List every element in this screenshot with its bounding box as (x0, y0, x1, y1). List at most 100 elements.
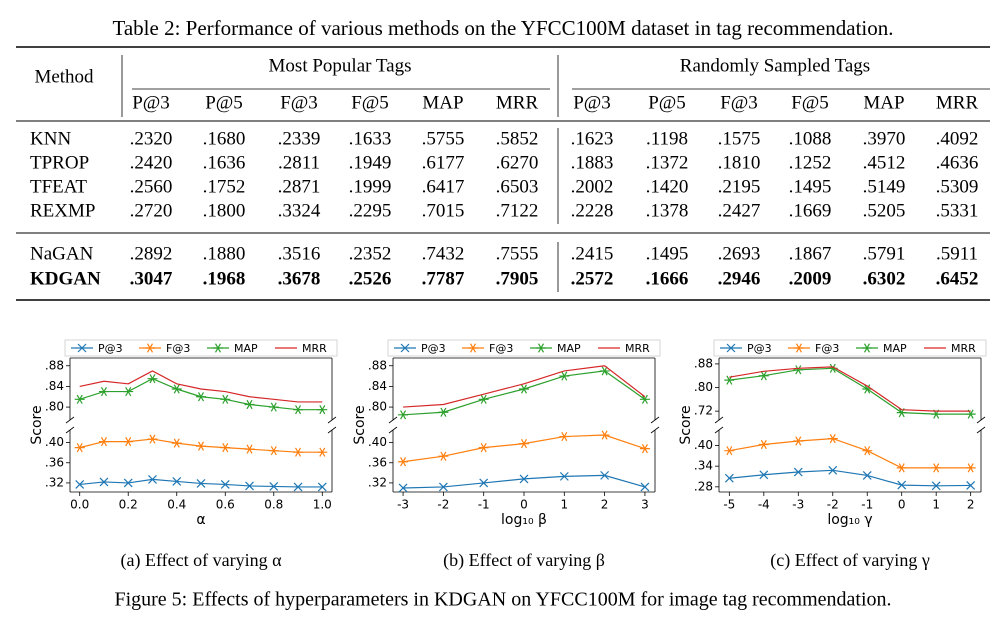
series-line (729, 469, 971, 487)
value-cell: .5331 (936, 200, 979, 221)
value-cell: .2693 (718, 243, 761, 264)
data-point (293, 482, 303, 492)
value-cell: .5791 (863, 243, 906, 264)
value-cell: .5309 (936, 176, 979, 197)
value-cell: .5852 (496, 128, 539, 149)
data-point (599, 430, 610, 440)
method-cell: REXMP (30, 200, 95, 221)
y-tick-label: .36 (368, 455, 387, 469)
legend-label: P@3 (98, 342, 123, 355)
value-cell: .1867 (789, 243, 832, 264)
value-cell: .2946 (718, 268, 761, 289)
legend-label: MAP (557, 342, 581, 355)
legend-label: MRR (302, 342, 327, 355)
series-line (729, 367, 971, 415)
value-cell: .2320 (130, 128, 173, 149)
x-tick-label: -4 (758, 498, 770, 512)
value-cell: .7122 (496, 200, 539, 221)
figure-caption: Figure 5: Effects of hyperparameters in … (114, 589, 891, 611)
x-axis-label: log₁₀ β (501, 512, 547, 528)
data-point (600, 470, 610, 480)
value-cell: .2002 (571, 176, 614, 197)
value-cell: .5911 (936, 243, 978, 264)
data-point (196, 479, 206, 488)
subcaption: (c) Effect of varying γ (770, 550, 930, 571)
method-cell: KDGAN (30, 268, 101, 289)
y-tick-label: .32 (368, 475, 387, 489)
table-caption: Table 2: Performance of various methods … (113, 16, 894, 40)
data-point (793, 467, 803, 477)
column-header: MRR (936, 92, 979, 113)
y-tick-label: .40 (45, 435, 64, 449)
x-axis-label: α (196, 512, 205, 528)
legend-label: F@3 (815, 342, 839, 355)
value-cell: .6302 (863, 268, 906, 289)
legend-label: P@3 (747, 342, 772, 355)
x-tick-label: 0 (520, 498, 528, 512)
data-point (896, 463, 907, 473)
value-cell: .5205 (863, 200, 906, 221)
data-point (759, 470, 769, 480)
legend-marker (862, 343, 872, 353)
data-point (123, 436, 134, 447)
column-header: MAP (863, 92, 904, 113)
value-cell: .2009 (789, 268, 832, 289)
value-cell: .2295 (349, 200, 392, 221)
data-point (98, 386, 109, 397)
data-point (196, 441, 206, 451)
y-tick-label: .88 (45, 358, 64, 372)
data-point (758, 439, 769, 450)
data-point (171, 384, 182, 394)
value-cell: .7555 (496, 243, 539, 264)
x-tick-label: 1 (560, 498, 568, 512)
y-tick-label: .32 (45, 475, 64, 489)
data-point (172, 476, 182, 486)
data-point (931, 463, 942, 473)
legend-label: MRR (625, 342, 650, 355)
value-cell: .1198 (646, 128, 688, 149)
legend-label: MAP (883, 342, 907, 355)
method-cell: KNN (30, 128, 71, 149)
axis-break (65, 426, 75, 434)
legend-marker (145, 343, 155, 353)
data-point (220, 480, 230, 489)
legend-marker (213, 343, 223, 353)
column-header: P@3 (573, 92, 611, 113)
column-header: MAP (422, 92, 463, 113)
group-header: Randomly Sampled Tags (680, 55, 870, 76)
value-cell: .1636 (203, 152, 246, 173)
group-header: Most Popular Tags (269, 55, 412, 76)
value-cell: .2572 (571, 268, 614, 289)
legend-marker (536, 343, 546, 353)
value-cell: .1666 (646, 268, 689, 289)
column-header: MRR (496, 92, 539, 113)
data-point (479, 478, 489, 488)
value-cell: .7905 (496, 268, 539, 289)
data-point (862, 471, 872, 480)
data-point (559, 431, 570, 442)
data-point (317, 405, 328, 415)
data-point (75, 480, 85, 489)
legend-label: MAP (234, 342, 258, 355)
legend-label: MRR (951, 342, 976, 355)
data-point (74, 443, 85, 453)
series-line (729, 366, 971, 412)
x-tick-label: 0.6 (216, 498, 235, 512)
value-cell: .3516 (278, 243, 321, 264)
data-point (478, 443, 489, 453)
column-header: F@5 (791, 92, 829, 113)
value-cell: .1999 (349, 176, 392, 197)
y-tick-label: .88 (368, 358, 387, 372)
x-tick-label: -2 (827, 498, 839, 512)
column-header: F@3 (720, 92, 758, 113)
series-line (402, 434, 646, 463)
value-cell: .1752 (203, 176, 246, 197)
value-cell: .2352 (349, 243, 392, 264)
method-cell: NaGAN (30, 243, 94, 264)
data-point (268, 402, 279, 412)
x-tick-label: 1 (932, 498, 940, 512)
legend-marker (468, 343, 478, 353)
legend-label: F@3 (166, 342, 190, 355)
data-point (559, 371, 570, 381)
